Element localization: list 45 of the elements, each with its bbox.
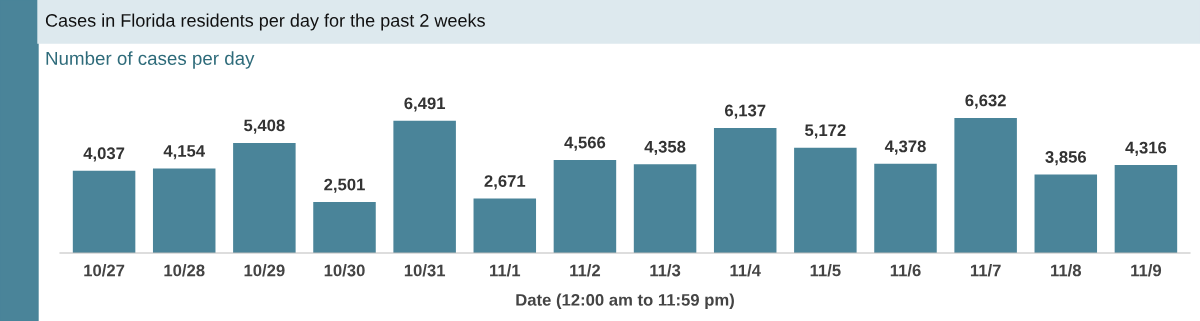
x-tick-label: 10/28: [164, 264, 205, 277]
bar: [713, 128, 777, 253]
chart-subtitle: Number of cases per day: [46, 51, 255, 69]
x-tick-label: 10/29: [244, 264, 285, 277]
x-axis-title: Date (12:00 am to 11:59 pm): [516, 293, 734, 310]
data-label: 4,037: [83, 147, 125, 162]
data-label: 6,137: [724, 104, 766, 119]
x-tick-label: 11/8: [1051, 264, 1082, 277]
x-tick-label: 11/4: [730, 264, 761, 277]
data-label: 4,154: [163, 145, 205, 160]
data-label: 5,172: [805, 124, 846, 139]
x-tick-label: 10/30: [324, 264, 365, 277]
data-label: 6,491: [404, 97, 446, 112]
x-tick-label: 11/6: [890, 264, 921, 277]
data-label: 4,316: [1125, 141, 1167, 156]
data-label: 2,671: [484, 175, 526, 190]
bar: [954, 117, 1017, 253]
data-label: 5,408: [244, 119, 285, 134]
bar: [794, 147, 857, 253]
bar: [553, 160, 617, 253]
bar: [1034, 174, 1098, 253]
bar: [633, 164, 697, 253]
bar: [393, 120, 456, 253]
data-label: 2,501: [324, 178, 365, 193]
x-tick-label: 11/2: [570, 264, 601, 277]
data-label: 4,378: [884, 140, 926, 155]
bar: [152, 168, 216, 253]
x-tick-label: 11/3: [650, 264, 681, 277]
x-tick-label: 11/1: [490, 264, 521, 277]
data-label: 4,566: [564, 136, 606, 151]
data-label: 6,632: [965, 94, 1006, 109]
chart-title: Cases in Florida residents per day for the past 2 weeks: [45, 13, 485, 31]
bar: [233, 142, 296, 253]
x-tick-label: 10/31: [404, 264, 446, 277]
x-tick-label: 10/27: [84, 264, 125, 277]
x-tick-label: 11/9: [1131, 264, 1162, 277]
data-label: 4,358: [644, 140, 686, 156]
bar: [72, 170, 136, 253]
bar: [1114, 165, 1178, 253]
x-tick-label: 11/5: [810, 264, 841, 277]
data-label: 3,856: [1045, 151, 1087, 166]
bar: [313, 202, 376, 253]
bar: [473, 198, 537, 253]
x-tick-label: 11/7: [970, 264, 1001, 277]
bar: [874, 163, 937, 253]
